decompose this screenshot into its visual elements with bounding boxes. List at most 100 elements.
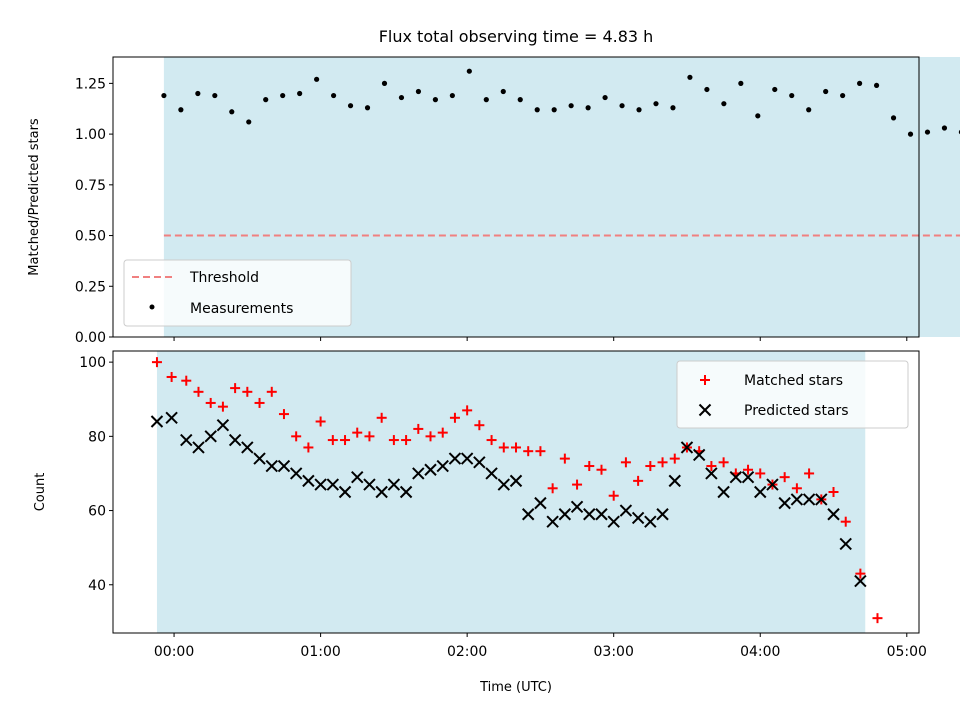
- matched-star-point: [462, 405, 473, 416]
- predicted-star-point: [766, 478, 779, 491]
- matched-star-point: [449, 412, 460, 423]
- predicted-star-point: [314, 478, 327, 491]
- measurement-point: [602, 94, 608, 101]
- matched-star-point: [511, 442, 521, 453]
- measurement-point: [432, 97, 438, 103]
- matched-star-point: [166, 371, 177, 382]
- measurement-point: [466, 68, 472, 74]
- predicted-star-point: [387, 478, 401, 491]
- measurement-point: [941, 125, 948, 131]
- matched-star-point: [425, 431, 436, 442]
- measurement-point: [381, 80, 388, 86]
- predicted-stars-points: [150, 411, 867, 588]
- predicted-star-point: [228, 433, 242, 447]
- matched-star-point: [205, 397, 216, 408]
- ratio-legend-box: [123, 259, 352, 327]
- predicted-star-point: [399, 485, 413, 499]
- matched-star-point: [498, 442, 509, 453]
- matched-star-point: [840, 516, 851, 527]
- measurement-point: [178, 107, 184, 113]
- predicted-star-point: [448, 452, 462, 465]
- chart-title: Flux total observing time = 4.83 h: [379, 27, 654, 46]
- predicted-star-point: [729, 470, 743, 484]
- matched-star-point: [217, 401, 228, 412]
- matched-star-point: [645, 461, 656, 472]
- predicted-star-point: [534, 496, 547, 510]
- matched-star-point: [608, 490, 619, 501]
- predicted-star-point: [680, 441, 694, 454]
- matched-star-point: [620, 457, 631, 468]
- x-axis-label: Time (UTC): [479, 680, 552, 695]
- measurement-point: [280, 92, 286, 99]
- measurement-point: [297, 90, 303, 97]
- predicted-star-point: [192, 441, 205, 454]
- matched-star-point: [230, 383, 241, 394]
- matched-star-point: [547, 483, 558, 494]
- y-tick-label: 100: [79, 355, 106, 371]
- matched-star-point: [633, 475, 644, 486]
- y-tick-label: 0.50: [75, 229, 106, 245]
- predicted-star-point: [522, 508, 535, 521]
- matched-star-point: [669, 453, 680, 464]
- matched-star-point: [242, 386, 253, 397]
- legend-x-marker: [698, 403, 712, 417]
- matched-star-point: [266, 386, 277, 397]
- matched-star-point: [743, 464, 754, 475]
- legend-predicted-label: Predicted stars: [744, 403, 849, 419]
- predicted-star-point: [656, 508, 669, 521]
- predicted-star-point: [289, 467, 303, 480]
- measurement-point: [890, 115, 897, 121]
- predicted-star-point: [583, 508, 596, 521]
- x-tick-label: 04:00: [740, 644, 780, 660]
- legend-matched-label: Matched stars: [744, 373, 843, 389]
- measurement-point: [449, 92, 455, 99]
- predicted-star-point: [509, 474, 523, 488]
- predicted-star-point: [412, 467, 425, 480]
- measurement-point: [755, 113, 761, 119]
- measurement-point: [347, 103, 354, 109]
- predicted-star-point: [351, 470, 364, 484]
- count-axes-frame: [112, 350, 920, 634]
- predicted-star-point: [815, 493, 828, 506]
- measurement-point: [670, 105, 676, 111]
- matched-star-point: [791, 483, 802, 494]
- matched-star-point: [376, 412, 387, 423]
- measurement-point: [517, 97, 523, 103]
- matched-star-point: [364, 431, 375, 442]
- predicted-star-point: [778, 496, 791, 510]
- measurement-point: [873, 82, 880, 89]
- predicted-star-point: [668, 474, 681, 488]
- matched-star-point: [535, 446, 546, 457]
- y-tick-label: 1.25: [75, 76, 106, 92]
- predicted-star-point: [546, 515, 559, 528]
- matched-star-point: [254, 397, 265, 408]
- predicted-star-point: [631, 511, 645, 525]
- measurements-points: [161, 68, 960, 137]
- measurement-point: [483, 97, 489, 103]
- matched-star-point: [181, 375, 192, 386]
- y-tick-label: 80: [88, 429, 106, 445]
- predicted-star-point: [165, 411, 178, 424]
- measurement-point: [330, 92, 337, 99]
- matched-star-point: [278, 409, 289, 420]
- predicted-star-point: [216, 419, 230, 432]
- predicted-star-point: [150, 415, 164, 428]
- matched-star-point: [572, 479, 583, 490]
- measurement-point: [636, 107, 642, 113]
- matched-star-point: [584, 461, 595, 472]
- predicted-star-point: [241, 441, 254, 454]
- matched-star-point: [352, 427, 363, 438]
- matched-star-point: [413, 423, 424, 434]
- predicted-star-point: [277, 459, 291, 473]
- measurement-point: [857, 80, 863, 86]
- predicted-star-point: [717, 485, 730, 499]
- measurement-point: [907, 131, 914, 137]
- measurement-point: [585, 105, 591, 111]
- measurement-point: [704, 86, 710, 93]
- predicted-star-point: [253, 452, 266, 465]
- legend-matched-swatch: [700, 375, 710, 385]
- ratio-y-ticks: 0.00 0.25 0.50 0.75 1.00 1.25: [75, 76, 113, 346]
- measurement-point: [398, 94, 405, 101]
- matched-star-point: [706, 461, 717, 472]
- matched-star-point: [151, 357, 162, 368]
